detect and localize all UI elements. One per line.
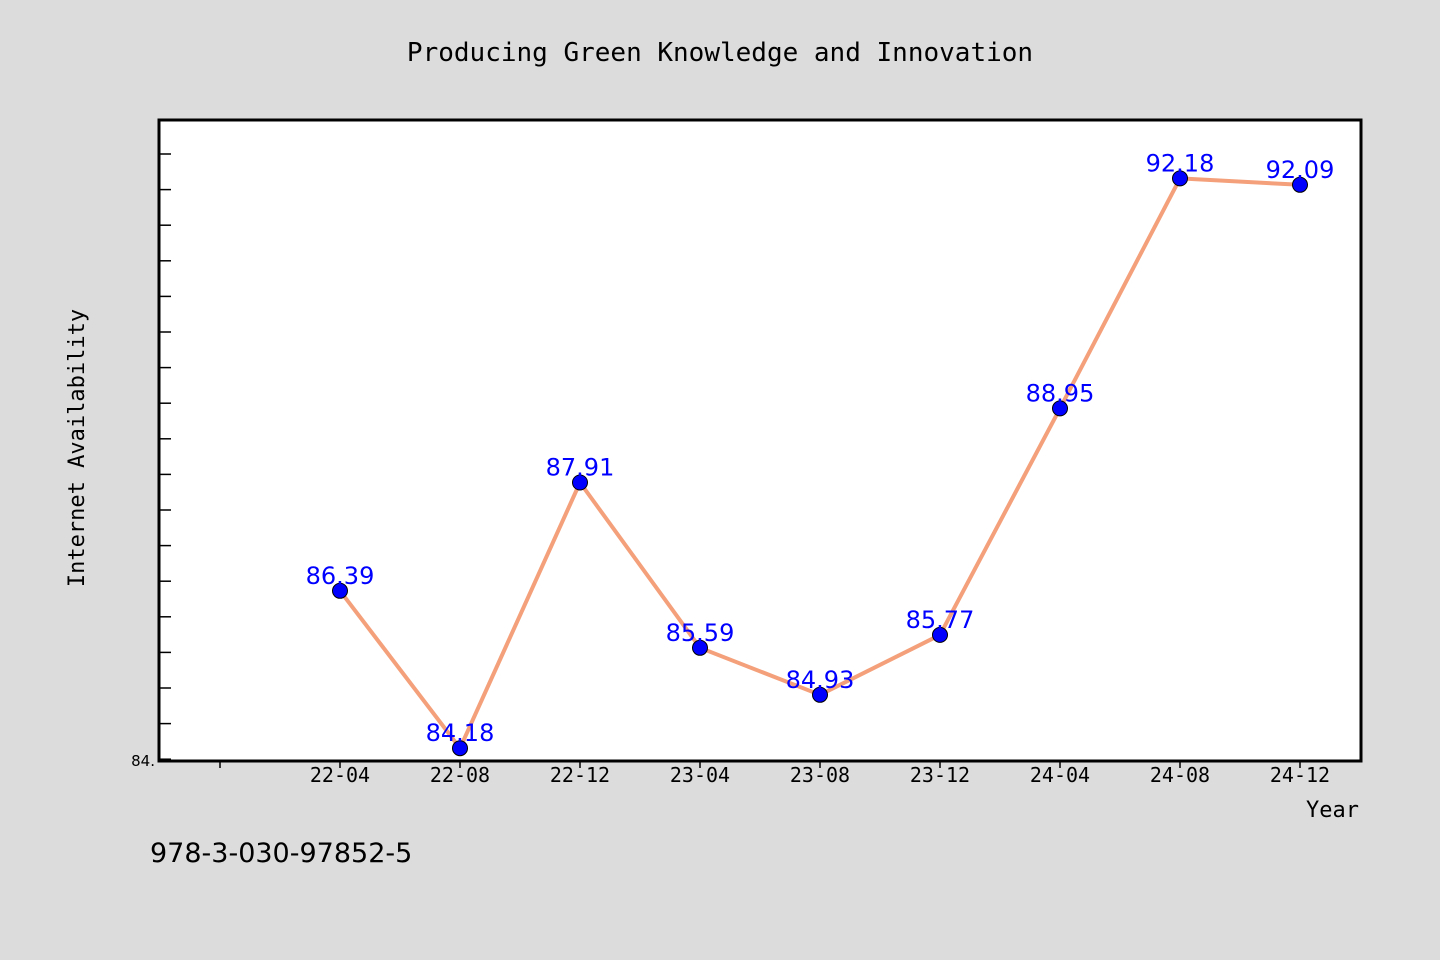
data-point <box>572 474 588 491</box>
data-point <box>932 626 948 643</box>
plot-area <box>157 118 1363 763</box>
data-label: 84.18 <box>426 719 495 747</box>
data-label: 85.77 <box>906 606 975 634</box>
data-labels: 86.39 84.18 87.91 85.59 84.93 85.77 88.95 92.18… <box>306 149 1335 747</box>
x-tick-label: 22-12 <box>550 763 610 787</box>
x-tick-label: 24-12 <box>1270 763 1330 787</box>
x-tick-labels: 22-04 22-08 22-12 23-04 23-08 23-12 24-04 24-08… <box>310 763 1330 787</box>
data-point <box>332 582 348 599</box>
x-tick-label: 23-04 <box>670 763 730 787</box>
x-axis-ticks <box>219 761 1301 768</box>
x-tick-label: 22-08 <box>430 763 490 787</box>
data-label: 85.59 <box>666 619 735 647</box>
y-axis-ticks <box>159 153 171 760</box>
data-point <box>692 639 708 656</box>
chart-title: Producing Green Knowledge and Innovation <box>407 38 1033 68</box>
data-point <box>1172 170 1188 187</box>
x-axis-label: Year <box>1306 798 1359 823</box>
data-label: 84.93 <box>786 666 855 694</box>
data-point <box>452 740 468 757</box>
x-tick-label: 22-04 <box>310 763 370 787</box>
data-point <box>1292 176 1308 193</box>
data-point <box>1052 400 1068 417</box>
x-tick-label: 24-04 <box>1030 763 1090 787</box>
x-tick-label: 24-08 <box>1150 763 1210 787</box>
data-label: 92.18 <box>1146 149 1215 177</box>
data-label: 87.91 <box>546 454 615 482</box>
x-tick-label: 23-12 <box>910 763 970 787</box>
x-tick-label: 23-08 <box>790 763 850 787</box>
footer-isbn: 978-3-030-97852-5 <box>150 838 412 869</box>
series-markers <box>332 170 1308 757</box>
y-tick-label: 84. <box>131 752 155 770</box>
y-axis-label: Internet Availability <box>65 309 90 587</box>
data-point <box>812 686 828 703</box>
data-label: 92.09 <box>1266 156 1335 184</box>
data-label: 88.95 <box>1026 379 1095 407</box>
data-label: 86.39 <box>306 562 375 590</box>
